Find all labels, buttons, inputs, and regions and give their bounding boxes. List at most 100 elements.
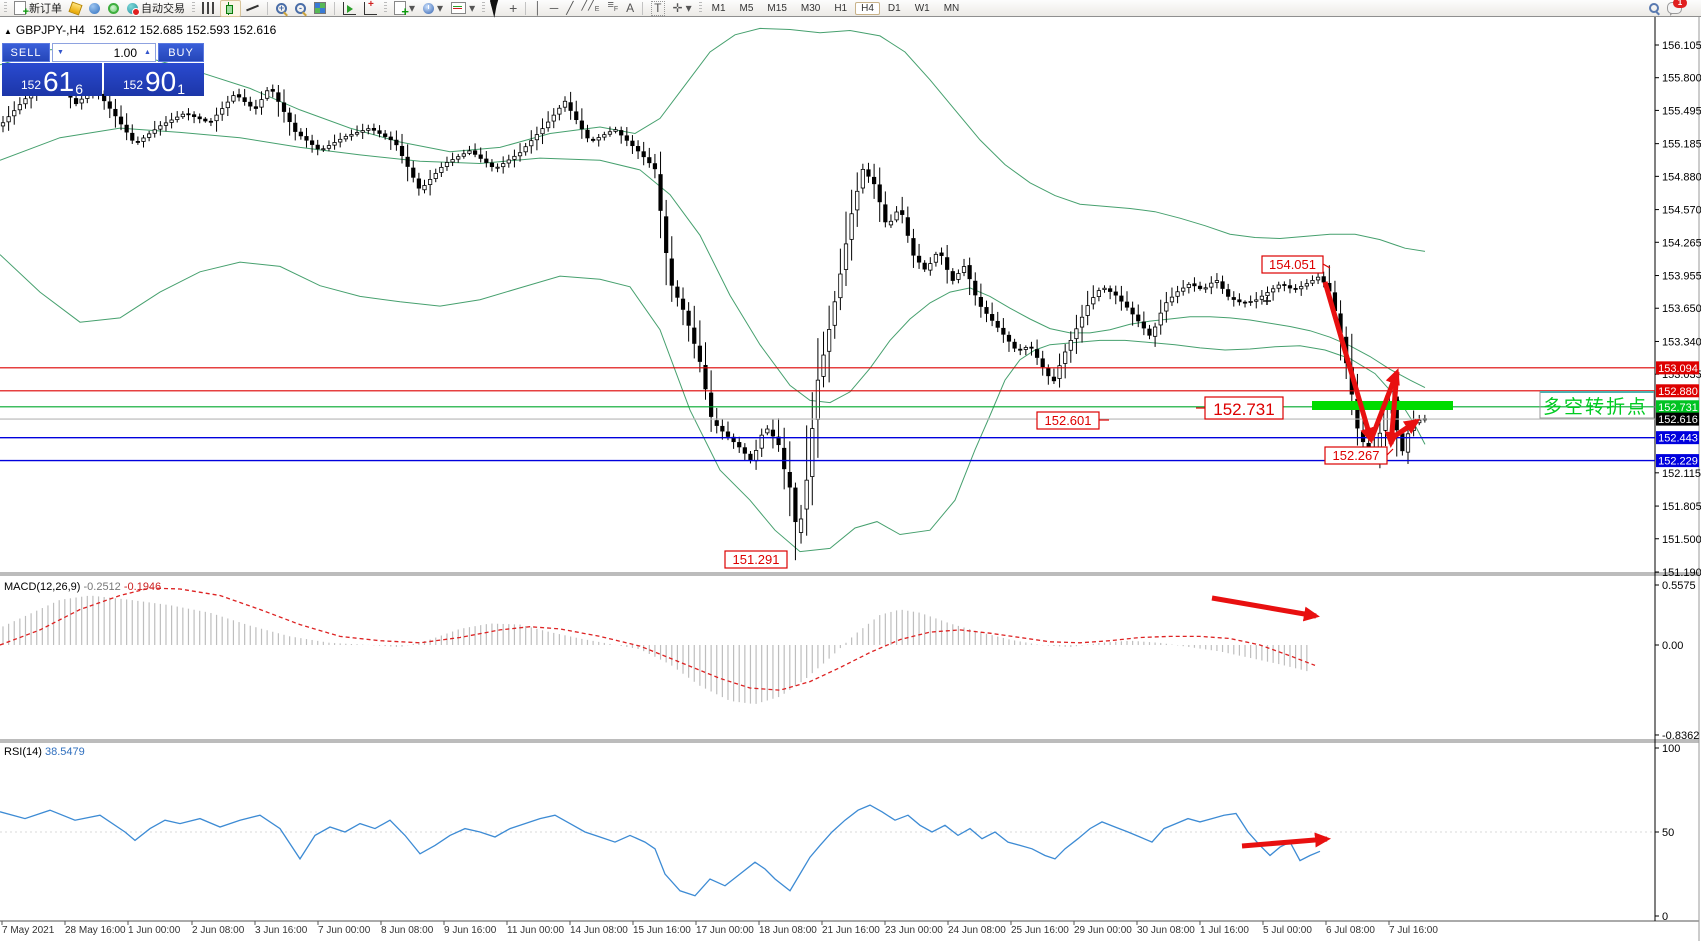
cursor-icon <box>490 0 504 18</box>
svg-text:155.185: 155.185 <box>1662 139 1701 151</box>
auto-scroll-button[interactable] <box>340 1 359 16</box>
pane-separators <box>0 17 1700 941</box>
zoom-in-icon: + <box>276 2 287 14</box>
trend-arrow[interactable] <box>1384 371 1400 448</box>
arrow-styles-button[interactable]: ✛ ▾ <box>670 1 695 16</box>
timeframe-m5[interactable]: M5 <box>739 2 754 14</box>
bar-chart-mode-button[interactable] <box>199 1 218 16</box>
volume-decrease-button[interactable]: ▼ <box>57 49 64 56</box>
candlestick-mode-button[interactable] <box>220 0 241 17</box>
dropdown-caret: ▾ <box>469 0 476 15</box>
dropdown-caret: ▾ <box>409 0 416 15</box>
time-tick-label: 29 Jun 00:00 <box>1074 925 1132 936</box>
text-tool-button[interactable]: A <box>623 1 637 16</box>
time-tick-label: 7 Jul 16:00 <box>1389 925 1438 936</box>
chart-shift-button[interactable] <box>361 0 380 16</box>
volume-spinner[interactable]: ▼ 1.00 ▲ <box>52 43 156 62</box>
toolbar-separator <box>642 1 644 15</box>
zoom-in-button[interactable]: + <box>273 1 290 16</box>
buy-price-prefix: 152 <box>123 78 144 92</box>
trend-arrow[interactable] <box>1368 368 1400 441</box>
time-tick-label: 15 Jun 16:00 <box>633 925 691 936</box>
timeframe-h4[interactable]: H4 <box>855 1 880 15</box>
svg-text:0.00: 0.00 <box>1662 640 1683 652</box>
trend-arrow[interactable] <box>1322 281 1375 444</box>
zoom-out-button[interactable]: - <box>292 1 309 16</box>
equidistant-channel-tool-button[interactable]: ╱╱E <box>579 0 603 16</box>
time-tick-label: 5 Jul 00:00 <box>1263 925 1312 936</box>
macd-name: MACD(12,26,9) <box>4 581 81 593</box>
time-tick-label: 9 Jun 16:00 <box>444 925 497 936</box>
volume-increase-button[interactable]: ▲ <box>144 49 151 56</box>
dropdown-caret: ▾ <box>437 0 444 15</box>
timeframe-m15[interactable]: M15 <box>767 2 787 14</box>
svg-text:0.5575: 0.5575 <box>1662 580 1696 592</box>
metaeditor-button[interactable] <box>67 0 84 16</box>
price-annotation-box[interactable] <box>724 550 788 569</box>
collapse-triangle-icon[interactable]: ▲ <box>4 27 12 36</box>
bollinger-upper-line <box>0 27 1426 252</box>
svg-text:100: 100 <box>1662 743 1680 755</box>
chart-title: ▲ GBPJPY-,H4 152.612 152.685 152.593 152.6… <box>4 23 276 37</box>
trend-arrow[interactable] <box>1211 595 1320 622</box>
add-indicator-button[interactable]: ▾ <box>391 0 418 19</box>
svg-text:152.601: 152.601 <box>1045 413 1092 428</box>
svg-text:154.265: 154.265 <box>1662 237 1701 249</box>
trend-arrows <box>1211 281 1421 849</box>
candles-layer <box>0 66 1427 561</box>
timeframe-h1[interactable]: H1 <box>834 2 848 14</box>
tile-windows-button[interactable] <box>311 1 329 16</box>
autotrade-button[interactable]: 自动交易 <box>124 1 188 16</box>
fibonacci-icon: ≡F <box>607 0 619 14</box>
timeframe-w1[interactable]: W1 <box>914 2 930 14</box>
horizontal-line-tool-button[interactable]: ─ <box>547 1 562 16</box>
volume-value[interactable]: 1.00 <box>113 45 137 60</box>
periods-icon <box>423 2 435 14</box>
timeframe-mn[interactable]: MN <box>943 2 960 14</box>
signals-button[interactable] <box>105 1 122 16</box>
ohlc-values: 152.612 152.685 152.593 152.616 <box>92 23 277 37</box>
buy-price-tile[interactable]: 152 90 1 <box>104 63 204 96</box>
sell-button[interactable]: SELL <box>2 43 50 62</box>
trendline-tool-button[interactable]: ╱ <box>563 1 576 16</box>
rsi-indicator-label: RSI(14) 38.5479 <box>4 746 85 758</box>
sell-price-tile[interactable]: 152 61 6 <box>2 63 102 96</box>
time-tick-label: 1 Jun 00:00 <box>128 925 181 936</box>
vertical-line-tool-button[interactable]: │ <box>531 1 545 16</box>
macd-signal-line <box>0 587 1316 691</box>
macd-indicator-label: MACD(12,26,9) -0.2512 -0.1946 <box>4 581 161 593</box>
turning-point-text[interactable]: 多空转折点 <box>1543 396 1648 418</box>
svg-text:152.443: 152.443 <box>1658 433 1698 445</box>
timeframe-m30[interactable]: M30 <box>800 2 821 14</box>
bollinger-bands <box>0 27 1426 553</box>
svg-text:154.570: 154.570 <box>1662 205 1701 217</box>
time-tick-label: 14 Jun 08:00 <box>570 925 628 936</box>
new-order-button[interactable]: 新订单 <box>11 1 65 18</box>
text-label-icon: T <box>651 0 665 16</box>
time-tick-label: 11 Jun 00:00 <box>507 925 565 936</box>
svg-text:152.115: 152.115 <box>1662 468 1701 480</box>
timeframe-d1[interactable]: D1 <box>887 2 901 14</box>
time-tick-label: 7 Jun 00:00 <box>318 925 371 936</box>
market-watch-button[interactable] <box>86 1 103 16</box>
crosshair-tool-button[interactable]: + <box>506 1 520 16</box>
crosshair-icon: + <box>509 0 518 16</box>
trend-arrow[interactable] <box>1241 832 1331 849</box>
time-tick-label: 28 May 16:00 <box>65 925 126 936</box>
search-button[interactable] <box>1646 1 1662 16</box>
text-label-tool-button[interactable]: T <box>648 0 667 16</box>
chat-icon: 1 <box>1667 0 1687 16</box>
chat-button[interactable]: 1 <box>1664 0 1687 16</box>
line-chart-mode-button[interactable] <box>243 1 262 16</box>
fibonacci-tool-button[interactable]: ≡F <box>604 0 621 16</box>
cursor-tool-button[interactable] <box>489 0 504 18</box>
timeframe-m1[interactable]: M1 <box>711 2 726 14</box>
periods-button[interactable]: ▾ <box>420 1 446 16</box>
trend-arrow[interactable] <box>1387 418 1421 443</box>
buy-button[interactable]: BUY <box>158 43 204 62</box>
price-annotation-box[interactable] <box>1324 446 1388 465</box>
market-watch-icon <box>89 2 100 14</box>
time-tick-label: 18 Jun 08:00 <box>759 925 817 936</box>
templates-button[interactable]: ▾ <box>448 1 478 16</box>
